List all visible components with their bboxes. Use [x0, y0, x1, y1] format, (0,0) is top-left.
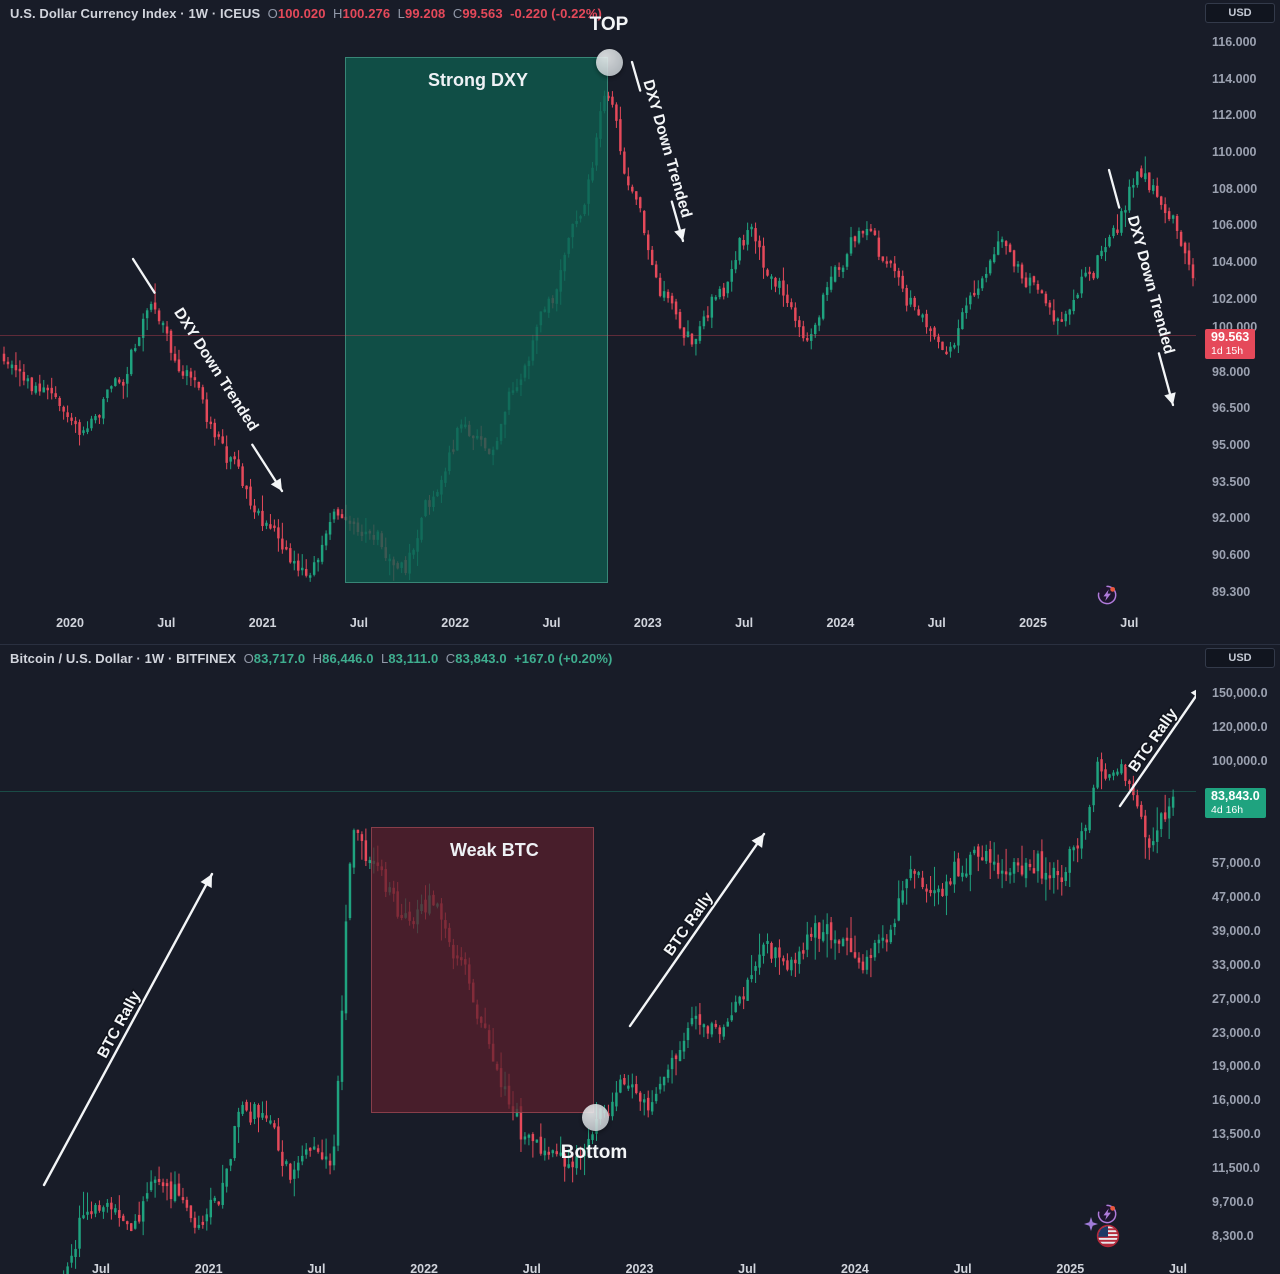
svg-text:BTC Rally: BTC Rally — [1125, 705, 1181, 775]
svg-text:DXY Down Trended: DXY Down Trended — [1124, 214, 1178, 356]
svg-text:BTC Rally: BTC Rally — [94, 988, 144, 1061]
svg-text:BTC Rally: BTC Rally — [661, 889, 717, 959]
svg-text:DXY Down Trended: DXY Down Trended — [639, 78, 694, 220]
svg-text:DXY Down Trended: DXY Down Trended — [170, 305, 261, 434]
